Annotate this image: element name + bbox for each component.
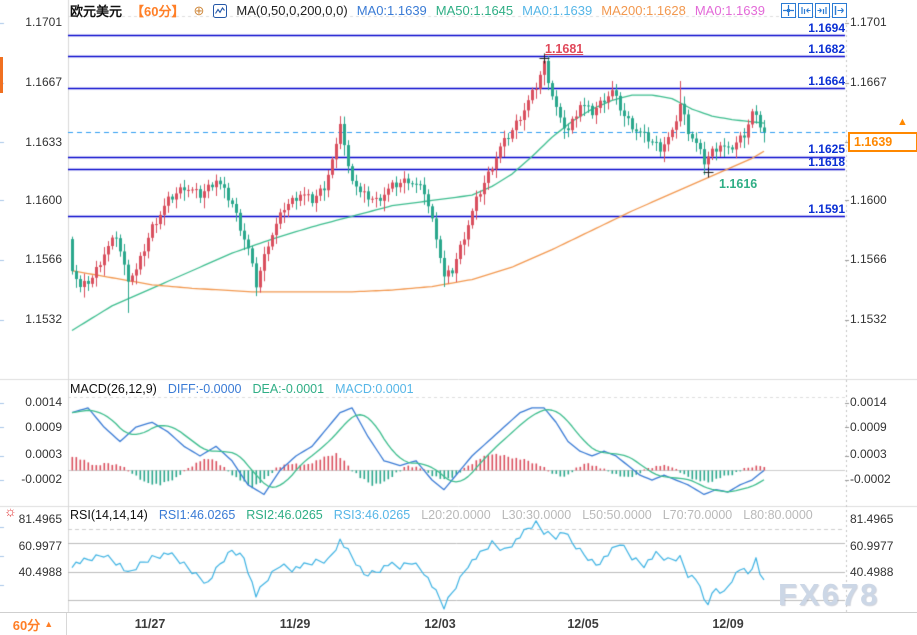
macd-y-left-1: 0.0009 [25, 420, 62, 434]
shrink-bars-icon[interactable] [798, 3, 813, 18]
time-axis-bar: 60分 ▲ 11/27 11/29 12/03 12/05 12/09 [0, 612, 917, 635]
level-label-11694: 1.1694 [808, 21, 845, 35]
macd-title[interactable]: MACD(26,12,9) [70, 382, 157, 396]
kline-chart-icon[interactable] [213, 3, 228, 18]
macd-header: MACD(26,12,9) DIFF:-0.0000 DEA:-0.0001 M… [70, 382, 414, 396]
ma200-value: MA200:1.1628 [601, 3, 686, 18]
ma50-value: MA50:1.1645 [435, 3, 514, 18]
macd-macd-value: MACD:0.0001 [335, 382, 414, 396]
main-chart-header: 欧元美元 【60分】 ⊕ MA(0,50,0,200,0,0) MA0:1.16… [70, 1, 765, 20]
macd-dea-value: DEA:-0.0001 [252, 382, 325, 396]
rsi-y-left-1: 60.9977 [18, 539, 62, 553]
rsi-l70-label: L70:70.0000 [662, 508, 733, 522]
date-label-3: 12/05 [567, 617, 599, 631]
rsi-l30-label: L30:30.0000 [501, 508, 572, 522]
chart-toolbar [781, 3, 847, 18]
ma0-value-2: MA0:1.1639 [522, 3, 593, 18]
macd-y-right-3: -0.0002 [850, 472, 891, 486]
expand-bars-icon[interactable] [815, 3, 830, 18]
date-label-0: 11/27 [134, 617, 166, 631]
left-edge-marker [0, 57, 3, 93]
rsi3-value: RSI3:46.0265 [333, 508, 411, 522]
date-label-1: 11/29 [279, 617, 311, 631]
annotation-high: 1.1681 [545, 42, 584, 56]
rsi-y-right-1: 60.9977 [850, 539, 894, 553]
level-label-11625: 1.1625 [808, 142, 845, 156]
main-y-right-1: 1.1667 [850, 75, 887, 89]
timeframe-selector-label: 60分 [12, 617, 41, 633]
level-label-11682: 1.1682 [808, 42, 845, 56]
macd-y-left-3: -0.0002 [21, 472, 62, 486]
rsi1-value: RSI1:46.0265 [158, 508, 236, 522]
main-y-left-0: 1.1701 [25, 15, 62, 29]
main-y-right-5: 1.1532 [850, 312, 887, 326]
level-label-11618: 1.1618 [808, 155, 845, 169]
main-y-right-3: 1.1600 [850, 193, 887, 207]
level-label-11591: 1.1591 [808, 202, 845, 216]
main-y-right-0: 1.1701 [850, 15, 887, 29]
macd-diff-value: DIFF:-0.0000 [167, 382, 242, 396]
rsi-y-right-2: 40.4988 [850, 565, 894, 579]
main-y-left-1: 1.1667 [25, 75, 62, 89]
chevron-up-icon: ▲ [44, 619, 54, 629]
macd-y-left-2: 0.0003 [25, 447, 62, 461]
date-label-2: 12/03 [424, 617, 456, 631]
ma0-value-1: MA0:1.1639 [356, 3, 427, 18]
crosshair-icon[interactable] [781, 3, 796, 18]
rsi2-value: RSI2:46.0265 [246, 508, 323, 522]
rsi-y-left-0: 81.4965 [18, 512, 62, 526]
ma-settings-label[interactable]: MA(0,50,0,200,0,0) [236, 3, 348, 18]
date-label-4: 12/09 [712, 617, 744, 631]
timeframe-label[interactable]: 【60分】 [131, 4, 185, 19]
main-y-left-3: 1.1600 [25, 193, 62, 207]
rsi-title[interactable]: RSI(14,14,14) [70, 508, 148, 522]
price-up-arrow-icon: ▲ [897, 116, 908, 128]
main-y-left-4: 1.1566 [25, 252, 62, 266]
rsi-header: RSI(14,14,14) RSI1:46.0265 RSI2:46.0265 … [70, 508, 813, 522]
symbol-name: 欧元美元 [70, 4, 123, 19]
indicator-settings-icon[interactable]: ☼ [4, 503, 17, 519]
macd-y-right-1: 0.0009 [850, 420, 887, 434]
export-icon[interactable] [832, 3, 847, 18]
macd-y-right-0: 0.0014 [850, 395, 887, 409]
current-price-box: 1.1639 [848, 132, 917, 152]
level-label-11664: 1.1664 [808, 74, 845, 88]
main-y-right-4: 1.1566 [850, 252, 887, 266]
macd-y-left-0: 0.0014 [25, 395, 62, 409]
add-overlay-icon[interactable]: ⊕ [193, 2, 205, 18]
rsi-y-left-2: 40.4988 [18, 565, 62, 579]
annotation-low: 1.1616 [719, 177, 758, 191]
rsi-l50-label: L50:50.0000 [582, 508, 652, 522]
rsi-y-right-0: 81.4965 [850, 512, 894, 526]
watermark: FX678 [778, 577, 880, 612]
main-y-left-5: 1.1532 [25, 312, 62, 326]
main-y-left-2: 1.1633 [25, 135, 62, 149]
rsi-l80-label: L80:80.0000 [743, 508, 813, 522]
timeframe-selector[interactable]: 60分 ▲ [0, 613, 67, 635]
rsi-l20-label: L20:20.0000 [421, 508, 491, 522]
ma0-value-3: MA0:1.1639 [694, 3, 765, 18]
macd-y-right-2: 0.0003 [850, 447, 887, 461]
